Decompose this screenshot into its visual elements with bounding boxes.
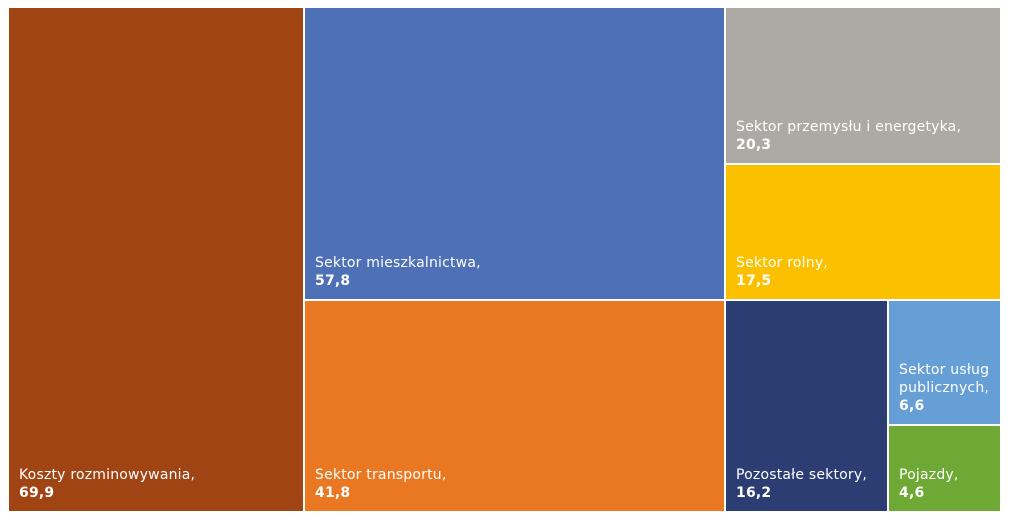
tile-value: 20,3 [736,137,772,153]
tile-pojazdy: Pojazdy, 4,6 [889,426,1000,511]
tile-sektor-uslug-publicznych: Sektor usług publicznych, 6,6 [889,301,1000,424]
tile-sektor-rolny: Sektor rolny, 17,5 [726,165,1000,299]
tile-koszty-rozminowywania: Koszty rozminowywania, 69,9 [9,8,303,511]
tile-label: Sektor usług publicznych, 6,6 [899,361,994,415]
tile-value: 17,5 [736,273,772,289]
tile-label: Sektor rolny, 17,5 [736,254,994,290]
tile-name: Sektor rolny, [736,255,828,271]
tile-label: Pozostałe sektory, 16,2 [736,466,881,502]
tile-name: Sektor usług publicznych, [899,362,990,396]
tile-value: 57,8 [315,273,351,289]
tile-name: Sektor transportu, [315,467,447,483]
tile-label: Sektor mieszkalnictwa, 57,8 [315,254,718,290]
tile-name: Koszty rozminowywania, [19,467,196,483]
tile-name: Pojazdy, [899,467,959,483]
tile-label: Sektor transportu, 41,8 [315,466,718,502]
tile-name: Pozostałe sektory, [736,467,867,483]
tile-sektor-mieszkalnictwa: Sektor mieszkalnictwa, 57,8 [305,8,724,299]
tile-value: 4,6 [899,485,925,501]
tile-sektor-przemyslu-i-energetyka: Sektor przemysłu i energetyka, 20,3 [726,8,1000,163]
tile-value: 6,6 [899,398,925,414]
tile-name: Sektor mieszkalnictwa, [315,255,481,271]
tile-name: Sektor przemysłu i energetyka, [736,119,962,135]
tile-value: 41,8 [315,485,351,501]
tile-label: Pojazdy, 4,6 [899,466,994,502]
tile-sektor-transportu: Sektor transportu, 41,8 [305,301,724,511]
tile-pozostale-sektory: Pozostałe sektory, 16,2 [726,301,887,511]
tile-label: Sektor przemysłu i energetyka, 20,3 [736,118,994,154]
tile-label: Koszty rozminowywania, 69,9 [19,466,297,502]
tile-value: 69,9 [19,485,55,501]
tile-value: 16,2 [736,485,772,501]
